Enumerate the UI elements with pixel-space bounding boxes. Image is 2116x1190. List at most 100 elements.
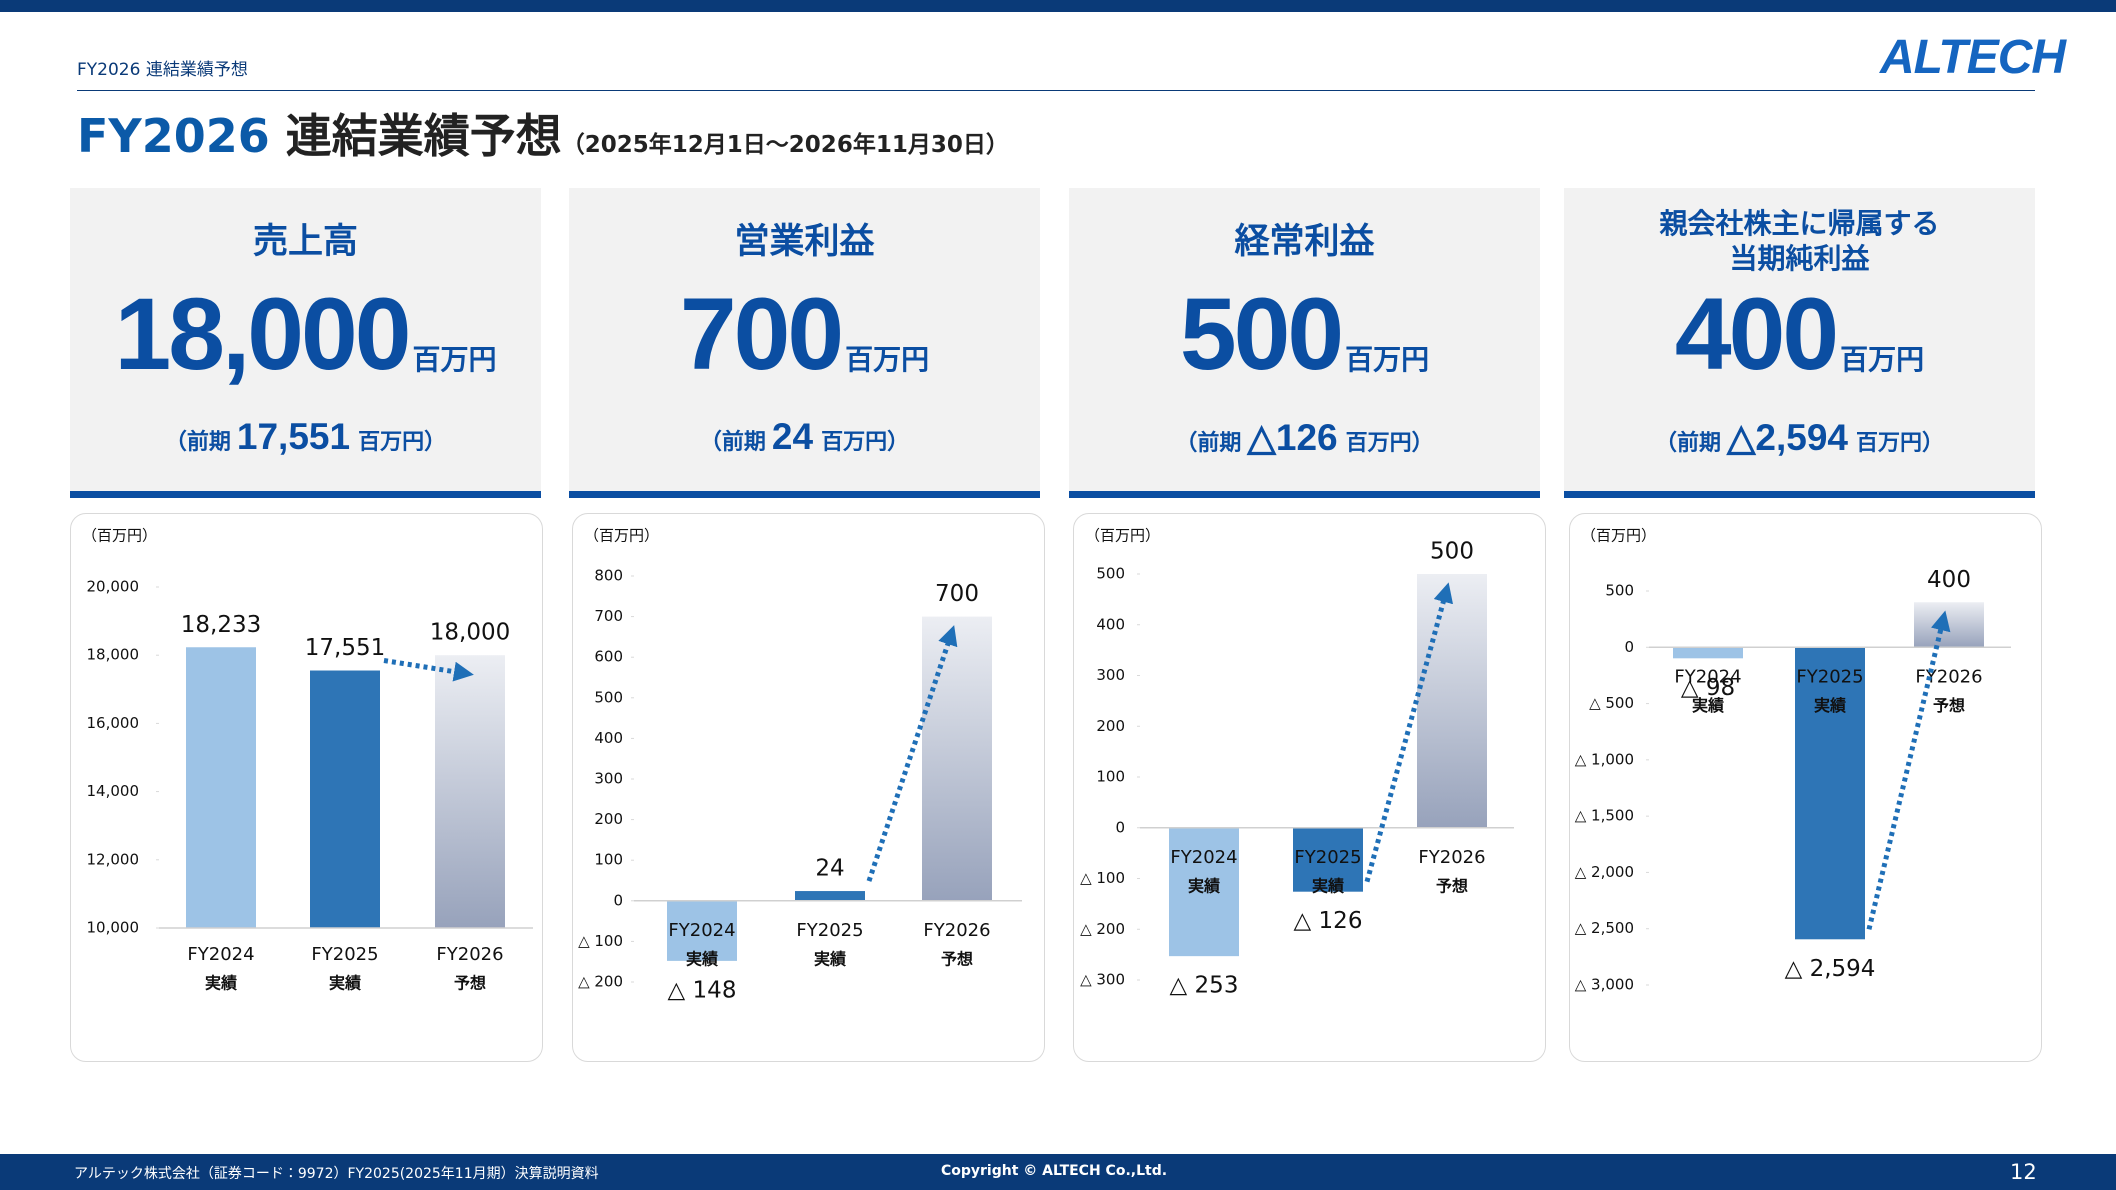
bar bbox=[435, 655, 505, 928]
bar bbox=[310, 670, 380, 928]
value-label: △ 2,594 bbox=[1785, 956, 1876, 982]
logo: ALTECH bbox=[1880, 31, 2066, 84]
charts: （百万円） 10,000 12,000 14,000 16,000 18,000 20,00… bbox=[82, 527, 2011, 1003]
title-main: 連結業績予想 bbox=[285, 109, 562, 163]
category-label: FY2026 bbox=[1418, 847, 1485, 868]
kpi-prev-row: （前期 △2,594 百万円） bbox=[1564, 416, 2035, 459]
kpi-title: 売上高 bbox=[70, 200, 541, 285]
kpi-title-line: 親会社株主に帰属する bbox=[1659, 206, 1940, 240]
kpi-prev-row: （前期 △126 百万円） bbox=[1069, 416, 1540, 459]
kpi-value-row: 700 百万円 bbox=[569, 276, 1040, 393]
value-label: 24 bbox=[815, 856, 844, 882]
copyright: Copyright © ALTECH Co.,Ltd. bbox=[940, 1163, 1168, 1179]
value-label: 17,551 bbox=[305, 635, 385, 661]
value-label: 18,233 bbox=[181, 612, 261, 638]
page-number: 12 bbox=[2010, 1160, 2037, 1184]
trend-arrow bbox=[1364, 582, 1454, 883]
trend-arrow bbox=[866, 625, 958, 882]
category-label: FY2025 bbox=[1294, 847, 1361, 868]
kpi-title: 親会社株主に帰属する 当期純利益 bbox=[1564, 198, 2035, 283]
footer: アルテック株式会社（証券コード：9972）FY2025(2025年11月期）決算… bbox=[0, 1154, 2116, 1190]
y-tick-label: 0 bbox=[1624, 638, 1634, 656]
kpi-unit: 百万円 bbox=[1840, 343, 1925, 376]
category-sublabel: 実績 bbox=[686, 949, 719, 968]
y-tick-label: 400 bbox=[594, 729, 623, 747]
y-tick-label: 500 bbox=[1096, 565, 1125, 583]
value-label: △ 126 bbox=[1294, 908, 1363, 934]
bar bbox=[186, 647, 256, 928]
category-sublabel: 予想 bbox=[454, 974, 486, 993]
y-tick-label: 700 bbox=[594, 607, 623, 625]
kpi-value: 500 bbox=[1179, 277, 1344, 391]
bar bbox=[922, 616, 992, 901]
y-tick-label: △ 1,500 bbox=[1575, 807, 1634, 825]
footer-left: アルテック株式会社（証券コード：9972）FY2025(2025年11月期）決算… bbox=[74, 1166, 599, 1182]
y-tick-label: △ 200 bbox=[1080, 920, 1125, 938]
y-tick-label: △ 2,500 bbox=[1575, 919, 1634, 937]
y-tick-label: 0 bbox=[613, 891, 623, 909]
category-sublabel: 予想 bbox=[1436, 876, 1468, 895]
kpi-prev-value: 24 bbox=[771, 416, 814, 457]
y-tick-label: △ 1,000 bbox=[1575, 750, 1634, 768]
kpi-title-line: 営業利益 bbox=[734, 221, 875, 262]
category-label: FY2024 bbox=[668, 920, 735, 941]
value-label: 18,000 bbox=[430, 620, 510, 646]
kpi-value-row: 18,000 百万円 bbox=[70, 276, 541, 393]
category-label: FY2026 bbox=[436, 944, 503, 965]
kpi-panel: 営業利益 700 百万円 （前期 24 百万円） bbox=[569, 188, 1040, 498]
kpi-panel: 経常利益 500 百万円 （前期 △126 百万円） bbox=[1069, 188, 1540, 498]
kpi-value: 18,000 bbox=[114, 277, 412, 391]
title-prefix: FY2026 bbox=[77, 109, 270, 163]
kpi-prev-close: 百万円） bbox=[821, 430, 910, 455]
y-tick-label: △ 500 bbox=[1589, 694, 1634, 712]
category-sublabel: 実績 bbox=[814, 949, 847, 968]
kpi-title-line: 売上高 bbox=[252, 221, 358, 262]
category-label: FY2025 bbox=[1796, 666, 1863, 687]
bar bbox=[1673, 647, 1743, 659]
category-label: FY2025 bbox=[796, 920, 863, 941]
kpi-value-row: 500 百万円 bbox=[1069, 276, 1540, 393]
y-tick-label: 12,000 bbox=[87, 850, 140, 868]
category-sublabel: 実績 bbox=[1312, 876, 1345, 895]
unit-label: （百万円） bbox=[584, 527, 659, 545]
y-tick-label: 500 bbox=[1605, 582, 1634, 600]
kpi-prev-open: （前期 bbox=[1175, 431, 1242, 456]
trend-arrow bbox=[383, 658, 474, 682]
kpi-prev-open: （前期 bbox=[164, 430, 231, 455]
kpi-prev-value: △2,594 bbox=[1726, 417, 1849, 458]
value-label: △ 148 bbox=[668, 977, 737, 1003]
bar bbox=[667, 900, 737, 961]
kpi-prev-close: 百万円） bbox=[1856, 431, 1945, 456]
top-bar bbox=[0, 0, 2116, 12]
bar bbox=[1795, 647, 1865, 940]
value-label: 700 bbox=[935, 581, 979, 607]
kpi-value-row: 400 百万円 bbox=[1564, 276, 2035, 393]
y-tick-label: 16,000 bbox=[87, 714, 140, 732]
bar bbox=[1914, 602, 1984, 648]
y-tick-label: 300 bbox=[594, 770, 623, 788]
y-tick-label: 600 bbox=[594, 648, 623, 666]
category-label: FY2025 bbox=[311, 944, 378, 965]
y-tick-label: 200 bbox=[594, 810, 623, 828]
value-label: 500 bbox=[1430, 539, 1474, 565]
y-tick-label: △ 2,000 bbox=[1575, 863, 1634, 881]
kpi-prev-close: 百万円） bbox=[1345, 431, 1434, 456]
y-tick-label: △ 300 bbox=[1080, 971, 1125, 989]
kpi-title-line: 経常利益 bbox=[1234, 221, 1375, 262]
y-tick-label: 300 bbox=[1096, 666, 1125, 684]
kpi-prev-value: △126 bbox=[1247, 417, 1338, 458]
y-tick-label: 800 bbox=[594, 567, 623, 585]
y-tick-label: 400 bbox=[1096, 615, 1125, 633]
y-tick-label: 18,000 bbox=[87, 646, 140, 664]
category-label: FY2026 bbox=[923, 920, 990, 941]
kpi-title-line: 当期純利益 bbox=[1729, 241, 1870, 275]
y-tick-label: 20,000 bbox=[87, 578, 140, 596]
bar bbox=[795, 891, 865, 901]
kpi-unit: 百万円 bbox=[412, 343, 497, 376]
category-label: FY2024 bbox=[187, 944, 254, 965]
kpi-prev-row: （前期 24 百万円） bbox=[569, 416, 1040, 458]
category-label: FY2024 bbox=[1170, 847, 1237, 868]
kpi-panel: 売上高 18,000 百万円 （前期 17,551 百万円） bbox=[70, 188, 541, 498]
y-tick-label: 200 bbox=[1096, 717, 1125, 735]
